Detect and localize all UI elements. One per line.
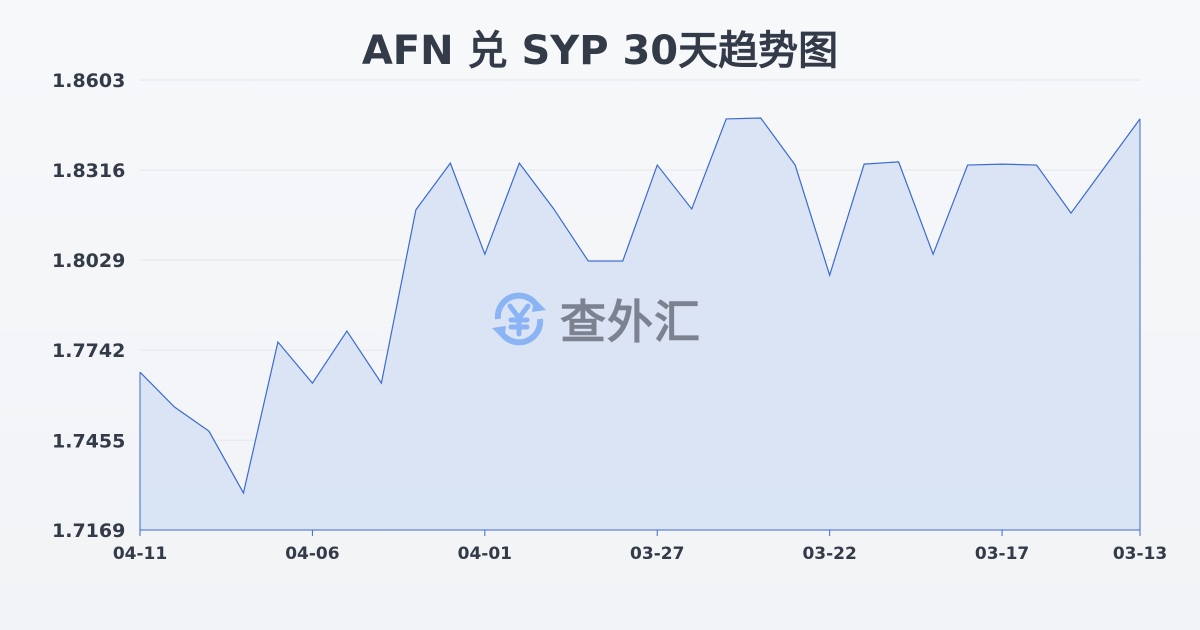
x-tick-label: 03-27 <box>630 544 684 564</box>
yen-exchange-icon <box>492 292 546 346</box>
watermark: 查外汇 <box>488 286 701 352</box>
y-tick-label: 1.8029 <box>52 250 125 272</box>
area-fill <box>140 117 1140 531</box>
x-tick-label: 04-11 <box>113 544 167 564</box>
y-tick-label: 1.8603 <box>52 70 125 92</box>
x-tick-label: 03-22 <box>802 544 856 564</box>
chart-title: AFN 兑 SYP 30天趋势图 <box>361 28 839 74</box>
x-tick-label: 03-17 <box>975 544 1029 564</box>
y-tick-label: 1.7742 <box>52 340 125 362</box>
y-tick-label: 1.7169 <box>52 520 125 542</box>
x-tick-label: 04-01 <box>458 544 512 564</box>
y-tick-label: 1.8316 <box>52 160 125 182</box>
y-tick-label: 1.7455 <box>52 430 125 452</box>
x-tick-label: 04-06 <box>285 544 339 564</box>
series-line <box>139 117 1141 495</box>
x-tick-label: 03-13 <box>1113 544 1167 564</box>
watermark-text: 查外汇 <box>560 295 701 349</box>
